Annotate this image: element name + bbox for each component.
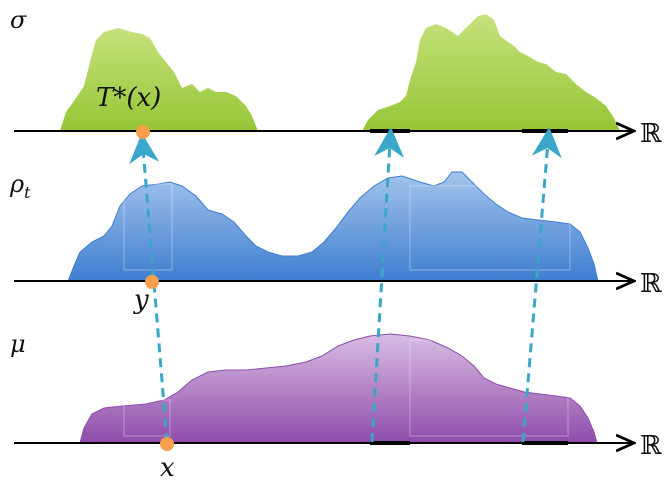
rho-label-sub: t (24, 183, 31, 202)
transport-arrows (129, 127, 562, 443)
point-tx (136, 125, 150, 139)
x-label: x (160, 453, 175, 480)
arrow-segment-1 (370, 127, 405, 443)
tx-label: T*(x) (96, 83, 161, 113)
rho-label: ρt (9, 170, 31, 202)
rho-label-main: ρ (9, 170, 24, 198)
sigma-density-right-lobe (362, 14, 620, 131)
sigma-density-left-lobe (60, 28, 258, 131)
points (136, 125, 174, 451)
point-y (145, 275, 159, 289)
point-x (160, 437, 174, 451)
reals-symbol-bottom: ℝ (640, 431, 662, 461)
reals-symbol-top: ℝ (640, 119, 662, 149)
sigma-label: σ (10, 6, 27, 34)
mu-density (79, 333, 598, 444)
rho-density (67, 171, 599, 282)
mu-label: μ (10, 330, 26, 358)
faint-guide-rects (123, 183, 571, 437)
arrow-x-to-tx (129, 133, 169, 443)
reals-symbol-middle: ℝ (640, 269, 662, 299)
arrow-segment-2 (521, 127, 562, 443)
y-label: y (133, 285, 149, 315)
sigma-density (60, 14, 620, 131)
